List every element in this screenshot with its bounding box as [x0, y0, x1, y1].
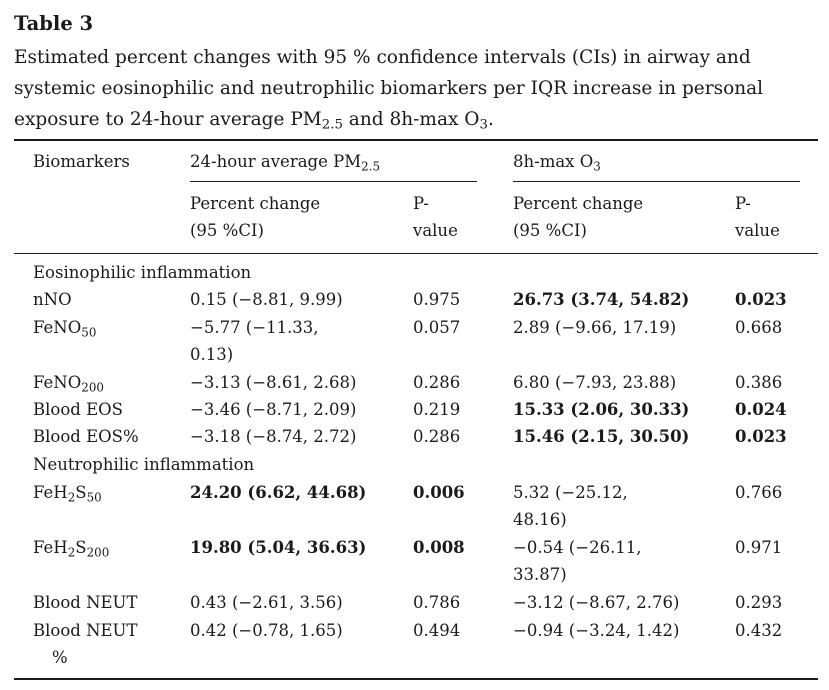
row-name-text: FeNO [33, 318, 82, 337]
row-o3-p: 0.024 [735, 400, 787, 419]
row-o3-p: 0.971 [735, 538, 783, 557]
row-pm-ci: 24.20 (6.62, 44.68) [190, 483, 367, 502]
header-o3-p: P- [735, 194, 751, 213]
top-rule [14, 139, 818, 141]
row-name-sub: 2 [67, 490, 76, 505]
row-name-text: FeH [33, 538, 68, 557]
row-pm-p: 0.057 [413, 318, 461, 337]
row-name: Blood EOS [33, 400, 123, 419]
header-pm-percent: Percent change [190, 194, 321, 213]
row-pm-p: 0.494 [413, 621, 461, 640]
row-o3-ci: −0.94 (−3.24, 1.42) [513, 621, 680, 640]
section-eosinophilic: Eosinophilic inflammation [33, 263, 252, 282]
header-pm-p: P- [413, 194, 429, 213]
header-o3-sub: 3 [593, 159, 601, 174]
row-o3-p: 0.023 [735, 290, 787, 309]
row-o3-p: 0.023 [735, 427, 787, 446]
header-rule [14, 253, 818, 255]
header-pm25-sub: 2.5 [361, 159, 380, 174]
row-pm-p: 0.219 [413, 400, 461, 419]
bottom-rule [14, 678, 818, 680]
table-caption: Estimated percent changes with 95 % conf… [14, 42, 822, 135]
row-name: Blood EOS% [33, 427, 139, 446]
header-pm-value: value [413, 221, 458, 240]
row-name: Blood NEUT [33, 593, 138, 612]
header-group-o3: 8h-max O3 [513, 148, 601, 175]
row-pm-ci: 19.80 (5.04, 36.63) [190, 538, 367, 557]
row-name: FeH2S50 [33, 479, 102, 506]
row-o3-ci-cont: 48.16) [513, 510, 567, 529]
row-pm-p: 0.006 [413, 483, 465, 502]
caption-part2: and 8h-max O [342, 109, 480, 130]
row-name-sub2: 200 [86, 545, 110, 560]
row-o3-ci: −3.12 (−8.67, 2.76) [513, 593, 680, 612]
row-name-text2: S [75, 483, 87, 502]
row-name-sub: 50 [81, 325, 97, 340]
row-name: FeH2S200 [33, 534, 109, 561]
row-pm-ci: 0.42 (−0.78, 1.65) [190, 621, 343, 640]
group-underline-o3 [513, 181, 800, 183]
row-o3-p: 0.668 [735, 318, 783, 337]
row-pm-ci: −5.77 (−11.33, [190, 318, 319, 337]
header-o3-text: 8h-max O [513, 152, 594, 171]
row-name: FeNO200 [33, 369, 104, 396]
row-o3-ci: 15.46 (2.15, 30.50) [513, 427, 690, 446]
group-underline-pm25 [190, 181, 477, 183]
row-name-cont: % [52, 648, 68, 667]
row-o3-ci: 15.33 (2.06, 30.33) [513, 400, 690, 419]
row-name-sub: 200 [81, 380, 104, 395]
row-o3-ci: 6.80 (−7.93, 23.88) [513, 373, 677, 392]
row-o3-ci: 26.73 (3.74, 54.82) [513, 290, 690, 309]
row-o3-p: 0.386 [735, 373, 783, 392]
row-pm-p: 0.786 [413, 593, 461, 612]
header-biomarkers: Biomarkers [33, 152, 130, 171]
row-pm-p: 0.286 [413, 427, 461, 446]
row-pm-p: 0.975 [413, 290, 461, 309]
row-name-text: FeNO [33, 373, 82, 392]
header-pm-ci: (95 %CI) [190, 221, 264, 240]
row-name-text: FeH [33, 483, 68, 502]
table-label: Table 3 [14, 12, 94, 35]
row-pm-ci-cont: 0.13) [190, 345, 234, 364]
row-pm-ci: 0.43 (−2.61, 3.56) [190, 593, 343, 612]
row-o3-ci: 2.89 (−9.66, 17.19) [513, 318, 677, 337]
row-name-sub2: 50 [86, 490, 102, 505]
row-pm-ci: 0.15 (−8.81, 9.99) [190, 290, 343, 309]
row-o3-ci: 5.32 (−25.12, [513, 483, 628, 502]
row-pm-p: 0.286 [413, 373, 461, 392]
header-pm25-text: 24-hour average PM [190, 152, 362, 171]
row-o3-p: 0.766 [735, 483, 783, 502]
row-name: nNO [33, 290, 72, 309]
row-o3-ci: −0.54 (−26.11, [513, 538, 642, 557]
row-pm-ci: −3.18 (−8.74, 2.72) [190, 427, 357, 446]
caption-part3: . [487, 109, 494, 130]
row-pm-p: 0.008 [413, 538, 465, 557]
row-o3-ci-cont: 33.87) [513, 565, 567, 584]
header-o3-ci: (95 %CI) [513, 221, 587, 240]
row-name: FeNO50 [33, 314, 96, 341]
row-o3-p: 0.293 [735, 593, 783, 612]
row-name: Blood NEUT [33, 621, 138, 640]
row-name-sub: 2 [67, 545, 76, 560]
header-group-pm25: 24-hour average PM2.5 [190, 148, 380, 175]
caption-sub2: 3 [479, 117, 488, 133]
row-pm-ci: −3.46 (−8.71, 2.09) [190, 400, 357, 419]
caption-part1: Estimated percent changes with 95 % conf… [14, 47, 764, 130]
section-neutrophilic: Neutrophilic inflammation [33, 455, 255, 474]
caption-sub1: 2.5 [321, 117, 343, 133]
row-o3-p: 0.432 [735, 621, 783, 640]
row-pm-ci: −3.13 (−8.61, 2.68) [190, 373, 357, 392]
header-o3-percent: Percent change [513, 194, 644, 213]
header-o3-value: value [735, 221, 780, 240]
row-name-text2: S [75, 538, 87, 557]
